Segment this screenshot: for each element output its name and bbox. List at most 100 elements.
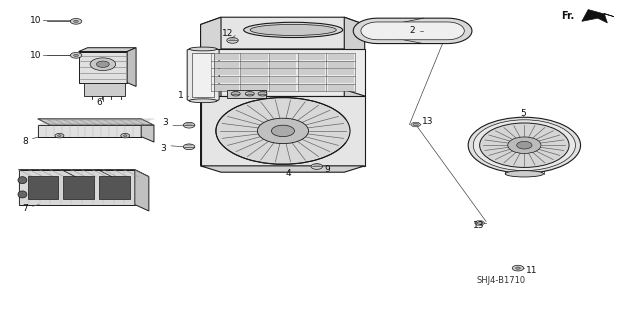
Polygon shape xyxy=(200,17,365,49)
Circle shape xyxy=(468,117,580,173)
Polygon shape xyxy=(19,170,135,204)
Text: 9: 9 xyxy=(324,165,330,174)
Polygon shape xyxy=(474,221,484,225)
Bar xyxy=(241,69,268,75)
Text: 7: 7 xyxy=(22,204,28,213)
Circle shape xyxy=(516,267,520,269)
Polygon shape xyxy=(79,51,127,83)
Text: 11: 11 xyxy=(526,266,538,275)
Text: 13: 13 xyxy=(422,117,433,126)
Polygon shape xyxy=(38,125,141,137)
Circle shape xyxy=(70,19,82,24)
Circle shape xyxy=(183,144,195,150)
Circle shape xyxy=(413,123,419,126)
Circle shape xyxy=(55,133,64,138)
Polygon shape xyxy=(361,22,464,40)
Polygon shape xyxy=(344,17,365,96)
Circle shape xyxy=(512,265,524,271)
Polygon shape xyxy=(411,122,421,127)
Polygon shape xyxy=(582,10,614,23)
Circle shape xyxy=(477,222,482,224)
Bar xyxy=(270,84,296,91)
Bar xyxy=(328,77,354,83)
Text: 3: 3 xyxy=(161,144,166,153)
Ellipse shape xyxy=(505,171,543,177)
Ellipse shape xyxy=(244,22,342,38)
Circle shape xyxy=(258,92,267,96)
Bar xyxy=(241,61,268,68)
Bar xyxy=(270,77,296,83)
Polygon shape xyxy=(192,53,214,97)
Polygon shape xyxy=(79,48,136,51)
Bar xyxy=(328,54,354,60)
Polygon shape xyxy=(200,96,365,166)
Ellipse shape xyxy=(189,47,217,51)
Circle shape xyxy=(516,141,532,149)
Polygon shape xyxy=(344,90,365,166)
Bar xyxy=(270,69,296,75)
Polygon shape xyxy=(38,119,154,125)
Circle shape xyxy=(271,125,294,137)
Circle shape xyxy=(183,122,195,128)
Polygon shape xyxy=(200,49,365,96)
Text: 6: 6 xyxy=(97,98,102,107)
Circle shape xyxy=(58,135,61,137)
Bar xyxy=(299,84,325,91)
Polygon shape xyxy=(353,18,472,44)
Circle shape xyxy=(124,135,127,137)
Bar xyxy=(212,69,239,75)
Bar xyxy=(99,176,130,199)
Bar xyxy=(241,77,268,83)
Bar xyxy=(299,61,325,68)
Bar xyxy=(270,61,296,68)
Bar xyxy=(328,84,354,91)
Circle shape xyxy=(90,58,116,70)
Circle shape xyxy=(231,92,240,96)
Circle shape xyxy=(74,20,78,22)
Bar xyxy=(270,54,296,60)
Text: 5: 5 xyxy=(520,109,526,118)
Bar xyxy=(212,77,239,83)
Circle shape xyxy=(311,164,323,169)
Bar xyxy=(299,54,325,60)
Text: 1: 1 xyxy=(178,92,184,100)
Polygon shape xyxy=(141,125,154,142)
Polygon shape xyxy=(200,90,221,166)
Bar xyxy=(328,69,354,75)
Bar xyxy=(241,54,268,60)
Text: 13: 13 xyxy=(472,221,484,230)
Bar xyxy=(328,61,354,68)
Text: 3: 3 xyxy=(163,118,168,128)
Text: 8: 8 xyxy=(22,137,28,145)
Circle shape xyxy=(97,61,109,67)
Text: 10: 10 xyxy=(30,16,42,25)
Circle shape xyxy=(70,52,82,58)
Text: 2: 2 xyxy=(410,26,415,35)
Polygon shape xyxy=(135,170,149,211)
Text: 10: 10 xyxy=(30,51,42,60)
Circle shape xyxy=(473,120,575,171)
Bar xyxy=(299,69,325,75)
Circle shape xyxy=(227,38,238,43)
Text: 4: 4 xyxy=(285,169,291,178)
Polygon shape xyxy=(227,90,266,98)
Ellipse shape xyxy=(18,191,27,198)
Polygon shape xyxy=(127,48,136,86)
Bar xyxy=(212,84,239,91)
Bar xyxy=(63,176,94,199)
Circle shape xyxy=(121,133,130,138)
Polygon shape xyxy=(84,83,125,96)
Bar xyxy=(299,77,325,83)
Ellipse shape xyxy=(18,177,27,184)
Polygon shape xyxy=(200,17,221,96)
Bar xyxy=(241,84,268,91)
Circle shape xyxy=(245,92,254,96)
Circle shape xyxy=(257,118,308,144)
Ellipse shape xyxy=(250,24,336,35)
Text: SHJ4-B1710: SHJ4-B1710 xyxy=(476,276,525,285)
Circle shape xyxy=(74,54,78,56)
Polygon shape xyxy=(19,170,149,177)
Circle shape xyxy=(508,137,541,153)
Bar xyxy=(28,176,58,199)
Polygon shape xyxy=(187,49,219,101)
